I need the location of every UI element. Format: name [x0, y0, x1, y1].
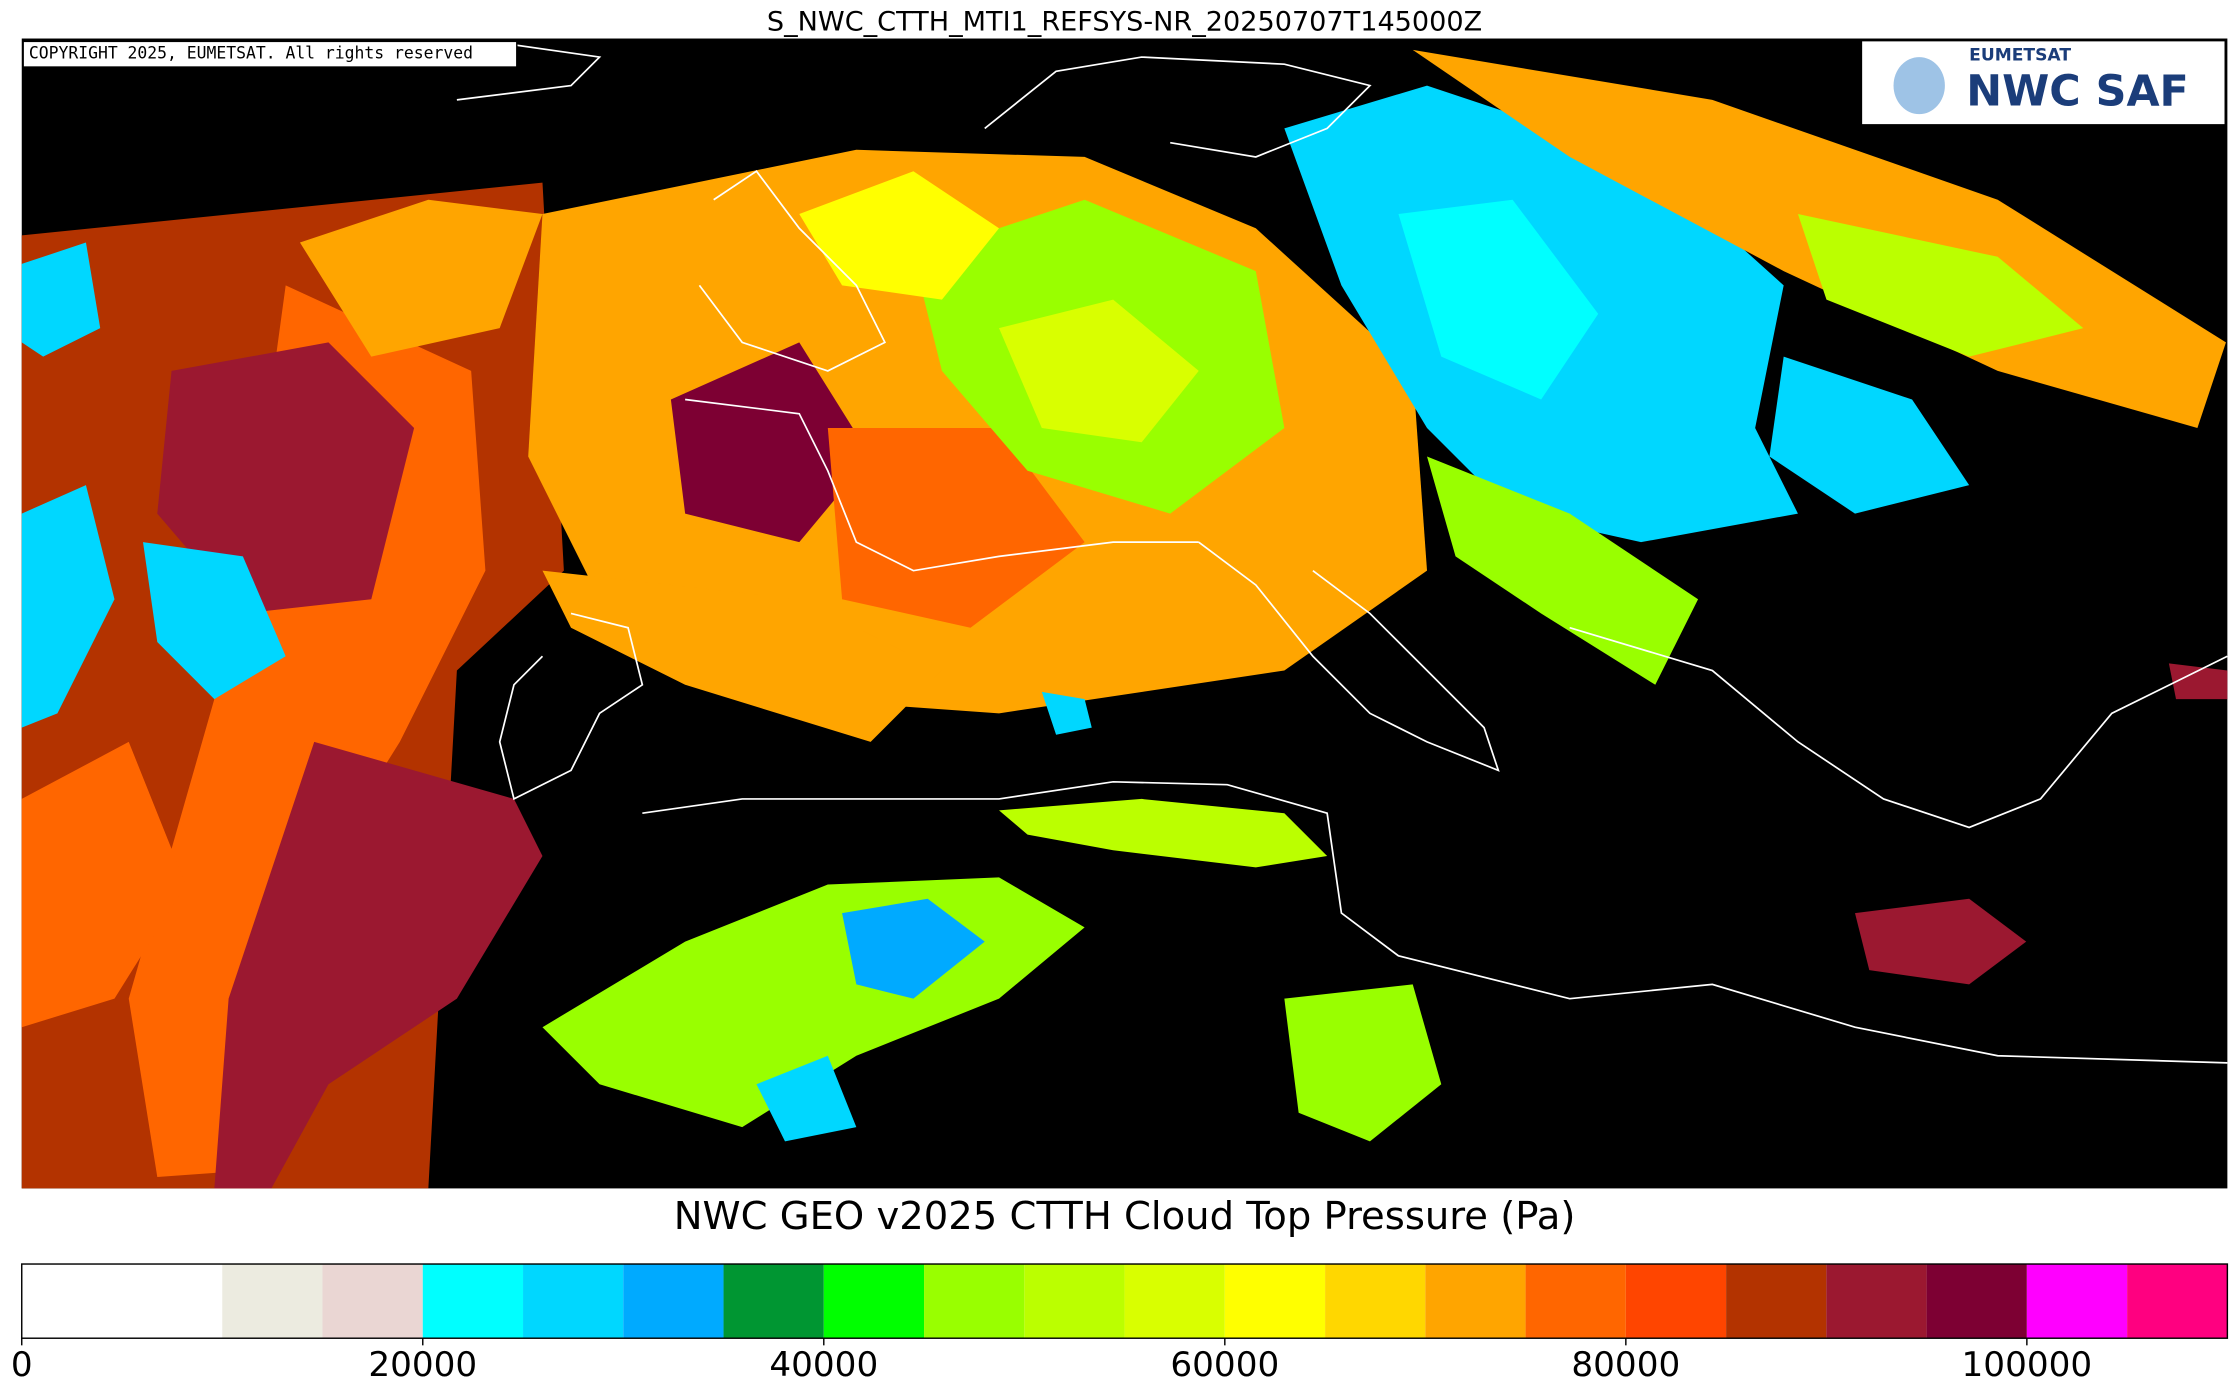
logo-org: EUMETSAT: [1969, 46, 2071, 66]
tick-label: 20000: [368, 1345, 477, 1385]
colorbar-segment: [1525, 1264, 1626, 1339]
colorbar-segment: [1325, 1264, 1426, 1339]
colorbar-segment: [1124, 1264, 1225, 1339]
colorbar-segment: [723, 1264, 824, 1339]
colorbar-segment: [1726, 1264, 1827, 1339]
colorbar-segment: [1625, 1264, 1727, 1339]
colorbar-segment: [322, 1264, 423, 1339]
colorbar-segment: [2127, 1264, 2228, 1339]
copyright-box: [22, 40, 518, 68]
colorbar-segment: [1826, 1264, 1927, 1339]
colorbar-frame: [21, 1263, 2229, 1339]
colorbar: 0 20000 40000 60000 80000 100000: [11, 1263, 2229, 1385]
colorbar-segment: [422, 1264, 524, 1339]
image-title: S_NWC_CTTH_MTI1_REFSYS-NR_20250707T14500…: [767, 6, 1482, 37]
colorbar-segment: [1425, 1264, 1526, 1339]
tick-label: 40000: [769, 1345, 878, 1385]
colorbar-segment: [1224, 1264, 1326, 1339]
colorbar-segment: [21, 1264, 223, 1339]
colorbar-segment: [623, 1264, 724, 1339]
tick-label: 80000: [1571, 1345, 1680, 1385]
colorbar-segment: [2026, 1264, 2128, 1339]
logo-product: NWC SAF: [1966, 67, 2189, 117]
colorbar-segment: [823, 1264, 925, 1339]
colorbar-segment: [222, 1264, 323, 1339]
copyright: COPYRIGHT 2025, EUMETSAT. All rights res…: [29, 44, 473, 63]
tick-label: 100000: [1962, 1345, 2093, 1385]
tick-label: 0: [11, 1345, 33, 1385]
colorbar-segment: [1024, 1264, 1125, 1339]
colorbar-segment: [1926, 1264, 2027, 1339]
map: [21, 38, 2228, 1189]
tick-label: 60000: [1170, 1345, 1279, 1385]
logo: EUMETSAT NWC SAF: [1862, 41, 2225, 125]
colorbar-segment: [523, 1264, 624, 1339]
colorbar-segment: [924, 1264, 1025, 1339]
colorbar-title: NWC GEO v2025 CTTH Cloud Top Pressure (P…: [674, 1194, 1576, 1239]
